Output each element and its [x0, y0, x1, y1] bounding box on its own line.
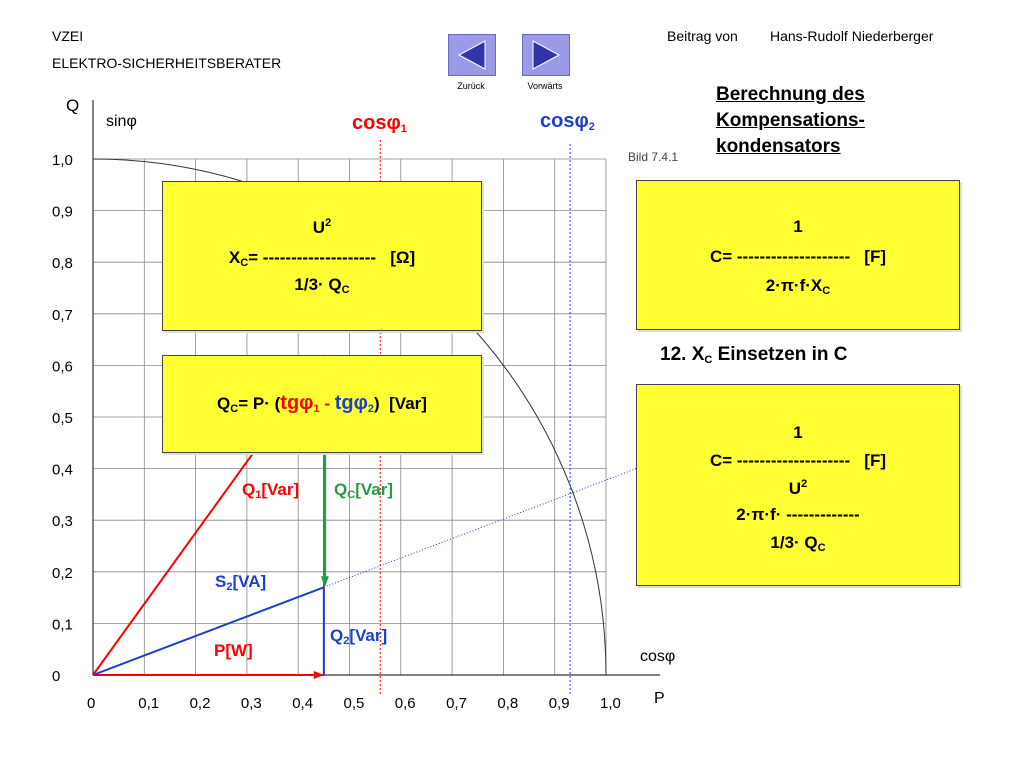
title-line-2: Kompensations-: [716, 110, 865, 131]
qc-equation: QC= P· (tgφ1 - tgφ2) [Var]: [217, 392, 427, 415]
formula-box-xc: U2 XC= -------------------- [Ω] 1/3· QC: [162, 181, 482, 331]
arrow-right-icon: [532, 40, 561, 70]
x-axis-label: P: [654, 690, 665, 707]
s2-vector: [92, 586, 325, 676]
y-tick-label: 0,7: [52, 307, 73, 324]
x-tick-label: 0,1: [138, 695, 159, 712]
x-tick-label: 0: [87, 695, 95, 712]
y-tick-label: 0,5: [52, 410, 73, 427]
y-tick-label: 0,3: [52, 513, 73, 530]
c2-equation: C= -------------------- [F]: [709, 451, 887, 470]
p-label: P[W]: [214, 641, 253, 660]
formula-box-c-substituted: 1 C= -------------------- [F] U2 2·π·f· …: [636, 384, 960, 586]
p-arrowhead: [313, 671, 324, 679]
xc-equation: XC= -------------------- [Ω]: [228, 248, 416, 269]
formula-box-qc: QC= P· (tgφ1 - tgφ2) [Var]: [162, 355, 482, 453]
x-axis-sublabel: cosφ: [640, 648, 676, 665]
c2-inner-denominator: 1/3· QC: [770, 533, 826, 554]
x-tick-label: 0,9: [549, 695, 570, 712]
org-name: VZEI: [52, 28, 84, 44]
xc-numerator: U2: [312, 217, 332, 238]
author-name: Hans-Rudolf Niederberger: [770, 28, 934, 44]
x-tick-label: 0,6: [395, 695, 416, 712]
forward-button[interactable]: [522, 34, 570, 76]
title-line-3: kondensators: [716, 136, 841, 157]
x-tick-label: 0,3: [241, 695, 262, 712]
c-numerator: 1: [793, 217, 803, 236]
org-subtitle: ELEKTRO-SICHERHEITSBERATER: [52, 55, 282, 71]
y-tick-label: 0,8: [52, 255, 73, 272]
q2-label: Q2[Var]: [330, 626, 388, 647]
c2-numerator: 1: [793, 423, 803, 442]
y-tick-label: 0: [52, 668, 60, 685]
c2-inner-line: 2·π·f· -------------: [736, 505, 860, 524]
x-tick-label: 1,0: [600, 695, 621, 712]
figure-label: Bild 7.4.1: [628, 150, 679, 164]
qc-arrowhead: [320, 576, 329, 588]
y-tick-label: 1,0: [52, 152, 73, 169]
x-tick-label: 0,5: [344, 695, 365, 712]
cos-phi2-label: cosφ2: [540, 110, 595, 133]
title-line-1: Berechnung des: [716, 84, 865, 105]
arrow-left-icon: [457, 40, 486, 70]
y-axis-sublabel: sinφ: [106, 113, 137, 130]
c-equation: C= -------------------- [F]: [709, 247, 887, 266]
y-tick-label: 0,6: [52, 358, 73, 375]
y-tick-label: 0,1: [52, 616, 73, 633]
c-denominator: 2·π·f·XC: [765, 276, 831, 297]
contribution-label: Beitrag von: [667, 28, 738, 44]
back-button-label[interactable]: Zurück: [457, 81, 485, 91]
x-tick-label: 0,8: [497, 695, 518, 712]
qc-label: QC[Var]: [334, 480, 393, 501]
x-tick-label: 0,7: [446, 695, 467, 712]
xc-denominator: 1/3· QC: [294, 275, 350, 296]
cos-phi1-label: cosφ1: [352, 112, 407, 135]
x-tick-label: 0,2: [190, 695, 211, 712]
forward-button-label[interactable]: Vorwärts: [527, 81, 563, 91]
s2-label: S2[VA]: [215, 572, 267, 593]
tick-labels: 0 0,1 0,2 0,3 0,4 0,5 0,6 0,7 0,8 0,9 1,0 0 0,1 0,2 0,…: [52, 152, 621, 712]
back-button[interactable]: [448, 34, 496, 76]
step-label: 12. XC Einsetzen in C: [660, 344, 848, 366]
c2-inner-numerator: U2: [788, 478, 808, 499]
q1-label: Q1[Var]: [242, 480, 300, 501]
y-tick-label: 0,4: [52, 462, 73, 479]
y-tick-label: 0,9: [52, 204, 73, 221]
page-title: Berechnung des Kompensations- kondensato…: [716, 82, 865, 160]
formula-box-c: 1 C= -------------------- [F] 2·π·f·XC: [636, 180, 960, 330]
y-axis-label: Q: [66, 96, 80, 115]
x-tick-label: 0,4: [292, 695, 313, 712]
y-tick-label: 0,2: [52, 565, 73, 582]
